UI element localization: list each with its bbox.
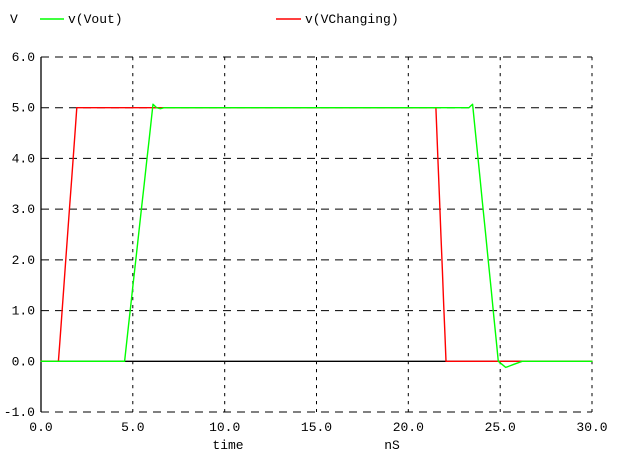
svg-text:time: time [212, 438, 243, 453]
svg-text:0.0: 0.0 [29, 420, 52, 435]
svg-text:0.0: 0.0 [12, 354, 35, 369]
svg-text:6.0: 6.0 [12, 50, 35, 65]
svg-text:3.0: 3.0 [12, 202, 35, 217]
svg-text:-1.0: -1.0 [4, 405, 35, 420]
svg-text:15.0: 15.0 [301, 420, 332, 435]
svg-text:25.0: 25.0 [485, 420, 516, 435]
svg-text:30.0: 30.0 [576, 420, 607, 435]
svg-text:5.0: 5.0 [12, 101, 35, 116]
svg-text:1.0: 1.0 [12, 304, 35, 319]
svg-text:V: V [10, 12, 18, 27]
svg-text:v(Vout): v(Vout) [68, 12, 123, 27]
svg-text:4.0: 4.0 [12, 151, 35, 166]
svg-text:10.0: 10.0 [209, 420, 240, 435]
svg-text:2.0: 2.0 [12, 253, 35, 268]
svg-text:nS: nS [384, 438, 400, 453]
svg-text:v(VChanging): v(VChanging) [305, 12, 399, 27]
svg-text:5.0: 5.0 [121, 420, 144, 435]
svg-text:20.0: 20.0 [393, 420, 424, 435]
